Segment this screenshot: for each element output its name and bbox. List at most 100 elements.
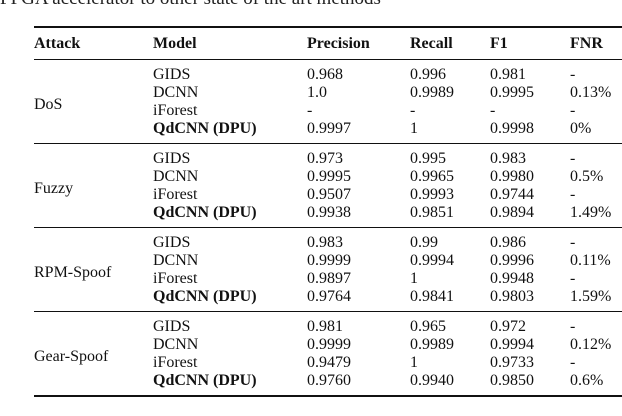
table-row: iForest 0.9479 1 0.9733 - <box>34 354 622 372</box>
value-cell: 0.13% <box>570 84 612 101</box>
model-cell: iForest <box>153 354 198 371</box>
value-cell: 0.99 <box>410 234 438 251</box>
value-cell: - <box>570 102 576 119</box>
table-row: DCNN 1.0 0.9989 0.9995 0.13% <box>34 84 622 102</box>
model-cell: DCNN <box>153 336 199 353</box>
model-cell: QdCNN (DPU) <box>153 204 307 228</box>
value-cell: 1.49% <box>570 204 622 228</box>
table-row: DoS GIDS 0.968 0.996 0.981 - <box>34 59 622 144</box>
value-cell: 0.9998 <box>490 120 570 144</box>
value-cell: 0.983 <box>490 150 526 167</box>
column-header-f1: F1 <box>490 27 570 60</box>
value-cell: 0.9996 <box>490 252 534 269</box>
value-cell: - <box>570 150 576 167</box>
model-cell: iForest <box>153 102 198 119</box>
value-cell: 0.9995 <box>307 168 351 185</box>
model-cell: DCNN <box>153 84 199 101</box>
value-cell: 0.9803 <box>490 288 570 312</box>
attack-cell: Fuzzy <box>34 143 153 228</box>
table-row: QdCNN (DPU) 0.9997 1 0.9998 0% <box>34 120 622 144</box>
column-header-recall: Recall <box>410 27 490 60</box>
attack-cell: RPM-Spoof <box>34 227 153 312</box>
value-cell: 0.983 <box>307 234 343 251</box>
value-cell: 0.968 <box>307 66 343 83</box>
table-row: QdCNN (DPU) 0.9764 0.9841 0.9803 1.59% <box>34 288 622 312</box>
value-cell: 0.9999 <box>307 252 351 269</box>
table-row: RPM-Spoof GIDS 0.983 0.99 0.986 - <box>34 227 622 312</box>
model-cell: iForest <box>153 270 198 287</box>
table-row: Gear-Spoof GIDS 0.981 0.965 0.972 - <box>34 311 622 397</box>
value-cell: - <box>570 270 576 287</box>
value-cell: 0.973 <box>307 150 343 167</box>
value-cell: 0.9764 <box>307 288 410 312</box>
column-header-precision: Precision <box>307 27 410 60</box>
model-cell: DCNN <box>153 168 199 185</box>
value-cell: 0.9989 <box>410 336 454 353</box>
value-cell: - <box>570 354 576 371</box>
value-cell: 0.9733 <box>490 354 534 371</box>
value-cell: 0.11% <box>570 252 611 269</box>
value-cell: 0.9760 <box>307 372 410 397</box>
value-cell: 0.9507 <box>307 186 351 203</box>
value-cell: 0% <box>570 120 622 144</box>
value-cell: 0.981 <box>307 318 343 335</box>
value-cell: 1 <box>410 120 490 144</box>
value-cell: 1 <box>410 270 418 287</box>
attack-cell: Gear-Spoof <box>34 311 153 397</box>
table-row: iForest 0.9507 0.9993 0.9744 - <box>34 186 622 204</box>
value-cell: 0.9965 <box>410 168 454 185</box>
value-cell: 1.0 <box>307 84 327 101</box>
value-cell: 0.12% <box>570 336 612 353</box>
model-cell: QdCNN (DPU) <box>153 288 307 312</box>
table-row: iForest - - - - <box>34 102 622 120</box>
model-cell: iForest <box>153 186 198 203</box>
value-cell: - <box>410 102 416 119</box>
value-cell: - <box>490 102 496 119</box>
value-cell: 0.9744 <box>490 186 534 203</box>
value-cell: 0.9841 <box>410 288 490 312</box>
value-cell: 0.9850 <box>490 372 570 397</box>
table-caption: FPGA accelerator to other state of the a… <box>0 0 381 10</box>
value-cell: 0.996 <box>410 66 446 83</box>
value-cell: 0.9999 <box>307 336 351 353</box>
value-cell: 0.9948 <box>490 270 534 287</box>
value-cell: 0.9980 <box>490 168 534 185</box>
model-cell: GIDS <box>153 234 191 251</box>
value-cell: 0.965 <box>410 318 446 335</box>
model-cell: DCNN <box>153 252 199 269</box>
value-cell: 0.9993 <box>410 186 454 203</box>
model-cell: GIDS <box>153 66 191 83</box>
value-cell: 1.59% <box>570 288 622 312</box>
table-row: DCNN 0.9999 0.9989 0.9994 0.12% <box>34 336 622 354</box>
value-cell: 0.9994 <box>490 336 534 353</box>
value-cell: 0.9995 <box>490 84 534 101</box>
column-header-model: Model <box>153 27 307 60</box>
value-cell: 0.986 <box>490 234 526 251</box>
value-cell: - <box>570 186 576 203</box>
table-row: iForest 0.9897 1 0.9948 - <box>34 270 622 288</box>
value-cell: 0.9994 <box>410 252 454 269</box>
results-table: Attack Model Precision Recall F1 FNR DoS GIDS 0… <box>34 26 622 397</box>
model-cell: GIDS <box>153 150 191 167</box>
value-cell: 0.9851 <box>410 204 490 228</box>
table-row: Fuzzy GIDS 0.973 0.995 0.983 - <box>34 143 622 228</box>
value-cell: 0.5% <box>570 168 604 185</box>
value-cell: - <box>570 234 576 251</box>
value-cell: 0.9897 <box>307 270 351 287</box>
value-cell: 0.981 <box>490 66 526 83</box>
value-cell: 0.9997 <box>307 120 410 144</box>
value-cell: 1 <box>410 354 418 371</box>
value-cell: 0.6% <box>570 372 622 397</box>
value-cell: 0.972 <box>490 318 526 335</box>
table-row: QdCNN (DPU) 0.9760 0.9940 0.9850 0.6% <box>34 372 622 397</box>
value-cell: 0.995 <box>410 150 446 167</box>
column-header-attack: Attack <box>34 27 153 60</box>
value-cell: 0.9989 <box>410 84 454 101</box>
value-cell: - <box>570 66 576 83</box>
value-cell: 0.9940 <box>410 372 490 397</box>
model-cell: GIDS <box>153 318 191 335</box>
column-header-fnr: FNR <box>570 27 622 60</box>
value-cell: 0.9479 <box>307 354 351 371</box>
value-cell: - <box>570 318 576 335</box>
header-row: Attack Model Precision Recall F1 FNR <box>34 27 622 60</box>
